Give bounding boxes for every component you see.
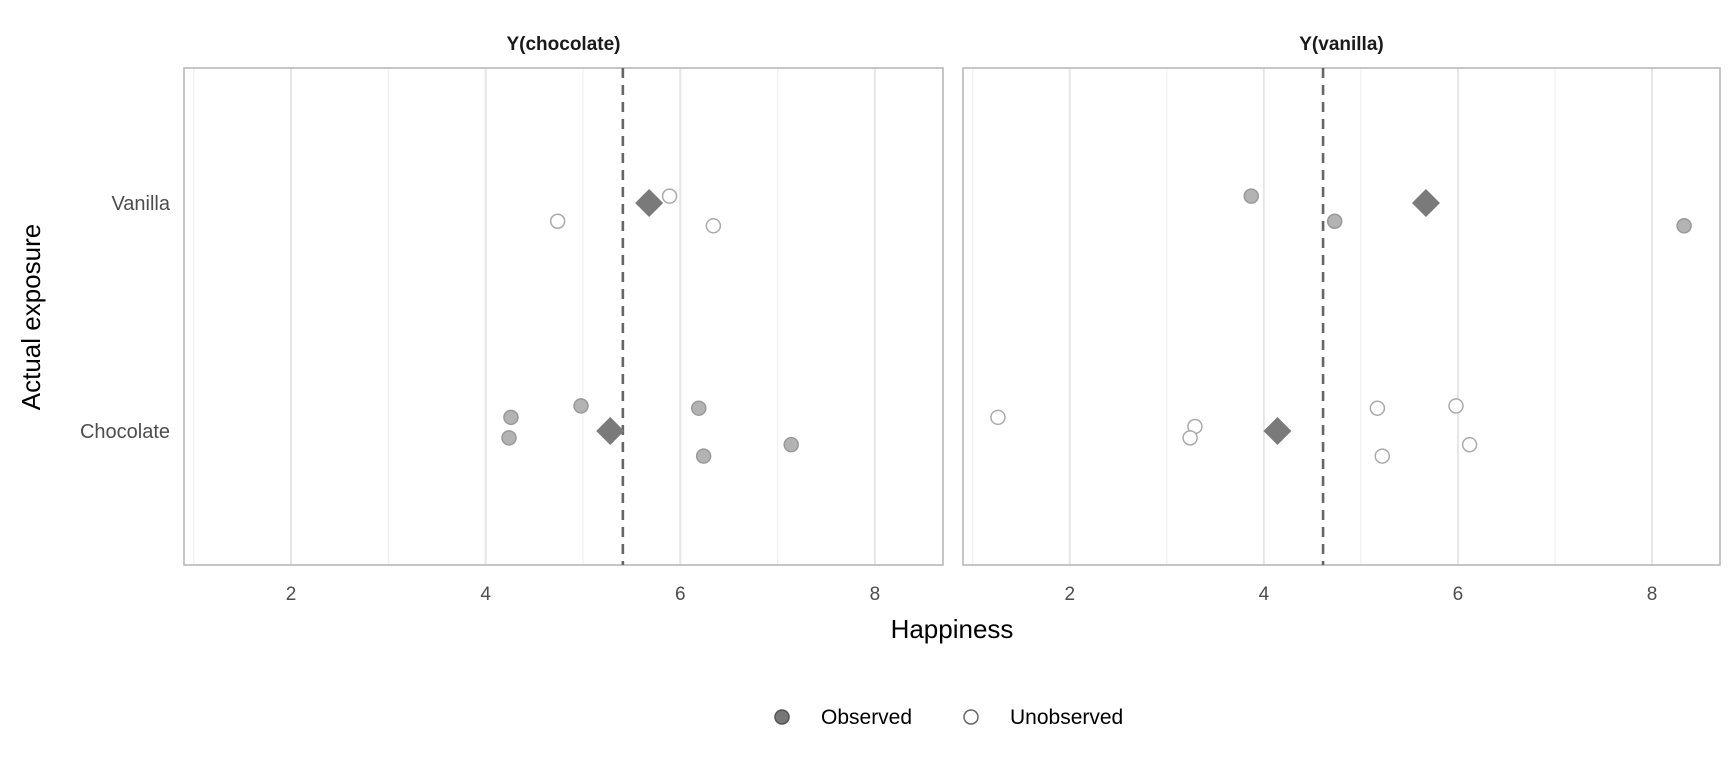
data-point — [501, 430, 517, 446]
group-mean-diamond — [596, 417, 625, 445]
data-point — [695, 448, 712, 464]
data-point — [549, 213, 566, 229]
data-point — [705, 218, 722, 234]
panel-border — [183, 67, 944, 566]
panel-title: Y(chocolate) — [506, 34, 620, 55]
x-tick-label: 2 — [1064, 584, 1075, 605]
x-tick-label: 4 — [1259, 584, 1270, 605]
data-point — [691, 400, 707, 416]
data-point — [1182, 430, 1198, 446]
data-point — [503, 409, 519, 426]
y-tick-label: Vanilla — [111, 193, 170, 215]
y-tick-label: Chocolate — [80, 421, 170, 443]
y-axis-title: Actual exposure — [16, 224, 46, 410]
panel-title: Y(vanilla) — [1299, 34, 1383, 55]
x-axis-title: Happiness — [891, 614, 1014, 644]
x-tick-label: 6 — [675, 584, 686, 605]
x-tick-label: 4 — [480, 584, 491, 605]
legend-marker-observed — [774, 709, 790, 725]
data-point — [1369, 400, 1386, 416]
data-point — [1448, 398, 1464, 414]
x-tick-label: 8 — [870, 584, 881, 605]
group-mean-diamond — [1263, 417, 1292, 445]
legend-marker-unobserved — [963, 709, 979, 725]
legend-label: Observed — [821, 706, 912, 729]
legend-label: Unobserved — [1010, 706, 1123, 729]
data-point — [1461, 436, 1478, 453]
data-point — [1374, 448, 1391, 464]
data-point — [1243, 188, 1259, 204]
x-tick-label: 2 — [286, 584, 297, 605]
data-point — [1326, 213, 1343, 229]
data-point — [783, 436, 799, 453]
data-point — [990, 409, 1006, 426]
x-tick-label: 6 — [1453, 584, 1464, 605]
panel-border — [962, 67, 1721, 566]
group-mean-diamond — [635, 189, 664, 217]
data-point — [1676, 218, 1692, 234]
data-point — [661, 188, 678, 204]
data-point — [573, 398, 589, 414]
x-tick-label: 8 — [1647, 584, 1658, 605]
group-mean-diamond — [1411, 189, 1440, 217]
